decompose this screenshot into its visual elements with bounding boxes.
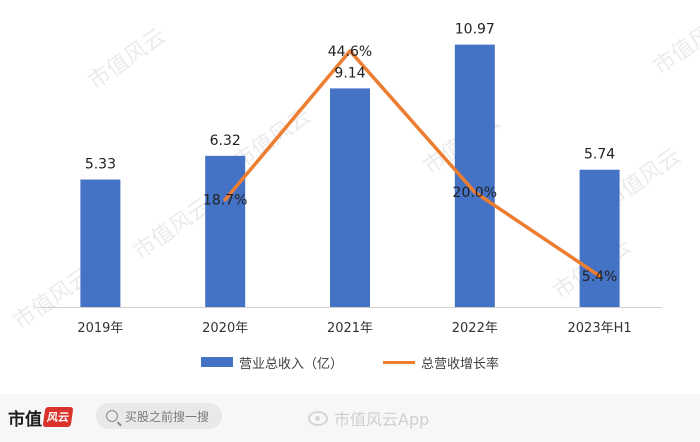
legend-item-revenue: 营业总收入（亿） xyxy=(200,353,343,372)
legend-label-growth: 总营收增长率 xyxy=(421,356,500,372)
search-icon xyxy=(106,410,118,422)
legend-swatch-revenue xyxy=(200,357,233,367)
revenue-bar xyxy=(205,155,246,307)
growth-value-label: 5.4% xyxy=(582,269,618,285)
weibo-icon xyxy=(308,410,328,426)
growth-line xyxy=(223,49,602,278)
x-tick-label: 2019年 xyxy=(77,321,123,336)
brand-name: 市值 xyxy=(8,409,42,430)
revenue-value-label: 5.74 xyxy=(584,147,615,163)
weibo-watermark: 市值风云App xyxy=(308,408,430,429)
watermark-mark: 市值风云 xyxy=(649,9,700,80)
growth-value-label: 44.6% xyxy=(328,44,372,60)
revenue-bar xyxy=(330,88,370,307)
data-labels-layer: 5.33 6.32 9.14 10.97 5.74 18.7% 44.6% 20.0% 5.4% xyxy=(85,22,618,285)
legend-item-growth: 总营收增长率 xyxy=(383,353,499,372)
revenue-value-label: 5.33 xyxy=(85,157,116,173)
brand-logo: 市值 风云 xyxy=(8,406,74,430)
legend-swatch-growth xyxy=(383,360,415,364)
search-placeholder: 买股之前搜一搜 xyxy=(125,409,210,424)
x-tick-label: 2021年 xyxy=(327,321,373,336)
search-box[interactable]: 买股之前搜一搜 xyxy=(96,403,222,429)
growth-value-label: 18.7% xyxy=(203,193,247,209)
bars-layer xyxy=(80,44,620,308)
brand-seal: 风云 xyxy=(42,407,74,427)
watermark-mark: 市值风云 xyxy=(84,24,170,95)
revenue-value-label: 10.97 xyxy=(455,22,495,38)
legend-label-revenue: 营业总收入（亿） xyxy=(238,356,343,372)
weibo-text: 市值风云App xyxy=(334,410,430,429)
revenue-value-label: 6.32 xyxy=(210,133,241,149)
revenue-value-label: 9.14 xyxy=(334,65,365,81)
x-tick-label: 2023年H1 xyxy=(568,321,632,336)
x-tick-label: 2020年 xyxy=(202,321,248,336)
legend: 营业总收入（亿） 总营收增长率 xyxy=(0,350,700,374)
growth-value-label: 20.0% xyxy=(453,185,497,201)
x-axis: 2019年 2020年 2021年 2022年 2023年H1 xyxy=(38,307,662,336)
revenue-bar xyxy=(579,169,620,307)
x-tick-label: 2022年 xyxy=(452,321,498,336)
growth-line-layer xyxy=(223,49,602,278)
revenue-bar xyxy=(80,179,121,307)
